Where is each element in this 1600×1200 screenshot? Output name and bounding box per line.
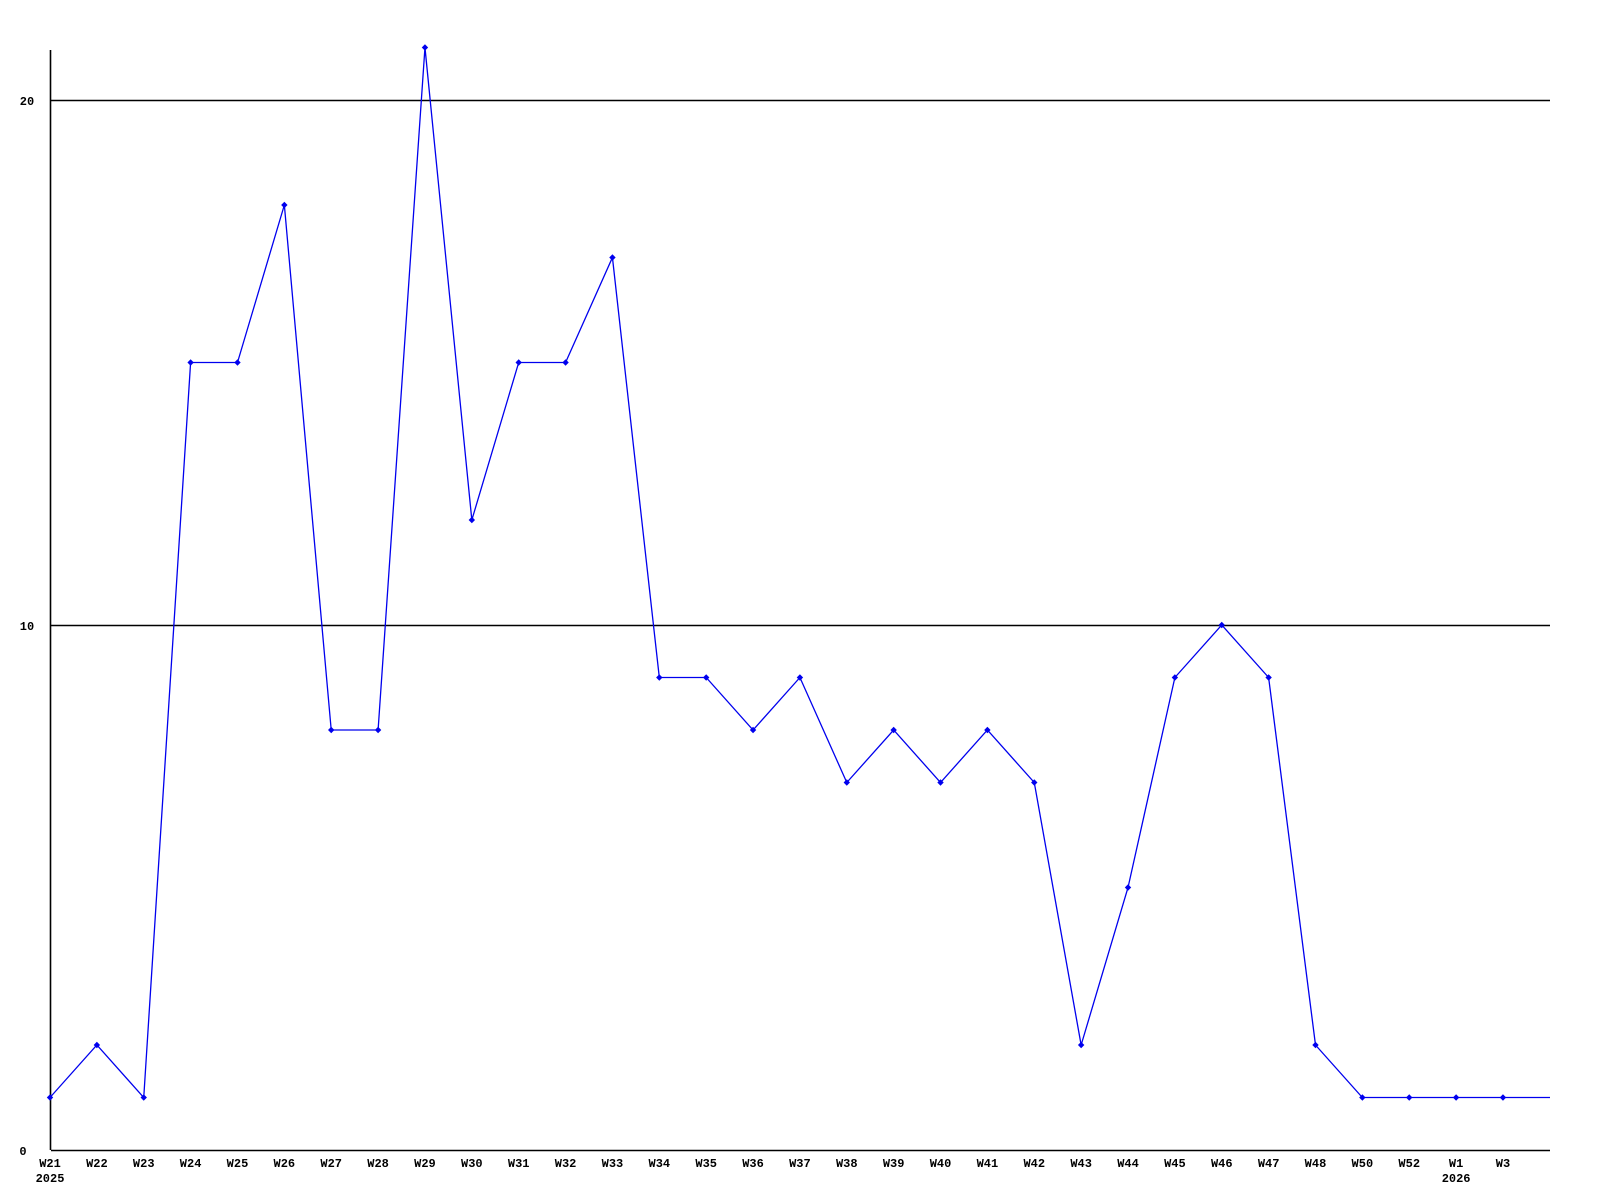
svg-text:W40: W40	[930, 1157, 952, 1171]
svg-text:2026: 2026	[1442, 1172, 1471, 1186]
svg-text:W38: W38	[836, 1157, 858, 1171]
svg-text:W27: W27	[320, 1157, 342, 1171]
svg-text:W30: W30	[461, 1157, 483, 1171]
svg-text:2025: 2025	[36, 1172, 65, 1186]
svg-text:W44: W44	[1117, 1157, 1139, 1171]
svg-text:W32: W32	[555, 1157, 577, 1171]
svg-text:W35: W35	[695, 1157, 717, 1171]
svg-text:W22: W22	[86, 1157, 108, 1171]
svg-text:W36: W36	[742, 1157, 764, 1171]
svg-text:W42: W42	[1023, 1157, 1045, 1171]
svg-text:W47: W47	[1258, 1157, 1280, 1171]
svg-text:W21: W21	[39, 1157, 61, 1171]
svg-text:W45: W45	[1164, 1157, 1186, 1171]
svg-text:W52: W52	[1398, 1157, 1420, 1171]
svg-text:W1: W1	[1449, 1157, 1463, 1171]
svg-text:W39: W39	[883, 1157, 905, 1171]
svg-text:W24: W24	[180, 1157, 202, 1171]
svg-text:W34: W34	[649, 1157, 671, 1171]
svg-text:W50: W50	[1352, 1157, 1374, 1171]
svg-text:W26: W26	[274, 1157, 296, 1171]
svg-text:W28: W28	[367, 1157, 389, 1171]
svg-text:10: 10	[20, 620, 34, 634]
svg-text:W48: W48	[1305, 1157, 1327, 1171]
svg-text:W46: W46	[1211, 1157, 1233, 1171]
svg-text:W23: W23	[133, 1157, 155, 1171]
svg-text:W43: W43	[1070, 1157, 1092, 1171]
svg-text:0: 0	[19, 1145, 26, 1159]
svg-text:20: 20	[20, 95, 34, 109]
svg-text:W31: W31	[508, 1157, 530, 1171]
svg-text:W37: W37	[789, 1157, 811, 1171]
svg-text:W29: W29	[414, 1157, 436, 1171]
svg-text:W3: W3	[1496, 1157, 1510, 1171]
svg-text:W25: W25	[227, 1157, 249, 1171]
svg-text:W33: W33	[602, 1157, 624, 1171]
svg-text:W41: W41	[977, 1157, 999, 1171]
